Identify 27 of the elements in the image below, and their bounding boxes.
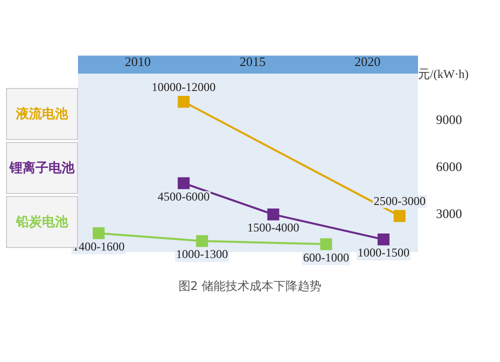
data-label: 10000-12000 bbox=[152, 80, 216, 94]
point bbox=[178, 96, 190, 108]
point bbox=[92, 227, 105, 240]
y-tick-label: 3000 bbox=[436, 206, 462, 221]
caption: 图2 储能技术成本下降趋势 bbox=[177, 278, 323, 295]
data-label: 2500-3000 bbox=[374, 194, 426, 208]
x-tick-label: 2015 bbox=[240, 54, 266, 70]
data-label: 1500-4000 bbox=[247, 220, 300, 235]
x-tick-label: 2020 bbox=[354, 54, 380, 70]
series-label: 铅炭电池 bbox=[16, 215, 68, 230]
point bbox=[267, 208, 280, 220]
data-label: 600-1000 bbox=[303, 250, 350, 264]
x-tick-label: 2010 bbox=[124, 54, 151, 70]
point bbox=[320, 238, 332, 250]
point bbox=[196, 235, 208, 247]
data-label: 4500-6000 bbox=[158, 189, 210, 204]
data-label: 1000-1300 bbox=[176, 247, 228, 262]
point bbox=[178, 177, 190, 190]
data-label: 1400-1600 bbox=[72, 239, 125, 254]
y-tick-label: 9000 bbox=[436, 112, 462, 127]
text: 锂离子电池 bbox=[6, 142, 78, 194]
text: 液流电池 bbox=[6, 88, 78, 140]
y-tick-label: 6000 bbox=[436, 158, 462, 174]
data-label: 1000-1500 bbox=[358, 246, 410, 260]
y-axis-title: 元/(kW·h) bbox=[418, 66, 469, 83]
point bbox=[394, 210, 406, 222]
point bbox=[378, 234, 390, 246]
